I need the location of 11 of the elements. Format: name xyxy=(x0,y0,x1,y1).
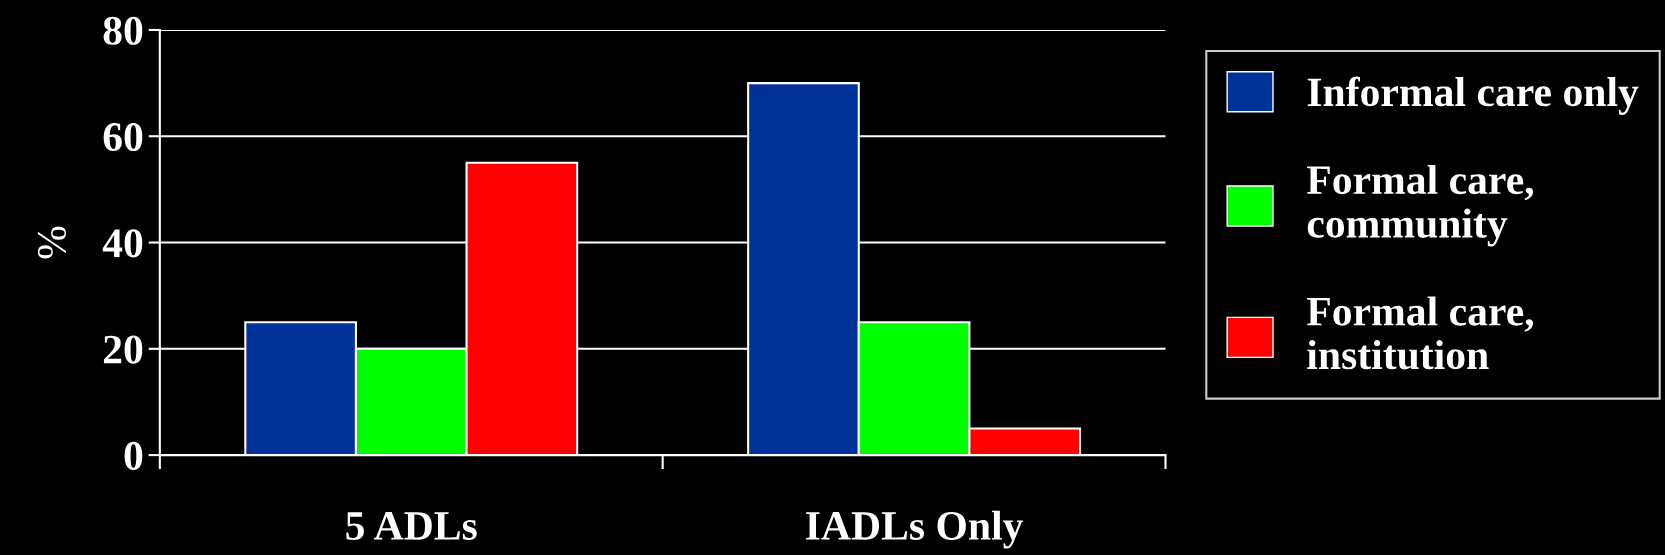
y-tick-label: 20 xyxy=(103,335,143,364)
y-axis-title: % xyxy=(37,226,67,259)
y-tick-label: 40 xyxy=(102,229,143,258)
legend-label: Formal care, community xyxy=(1307,164,1534,247)
y-tick-label: 80 xyxy=(103,16,143,45)
y-tick-label: 0 xyxy=(124,441,143,470)
legend-label: Informal care only xyxy=(1307,76,1639,115)
legend-label: Formal care, institution xyxy=(1307,296,1534,370)
y-tick-label: 60 xyxy=(103,123,143,152)
x-tick-label: 5 ADLs xyxy=(346,512,477,540)
x-tick-label: IADLs Only xyxy=(806,510,1024,549)
